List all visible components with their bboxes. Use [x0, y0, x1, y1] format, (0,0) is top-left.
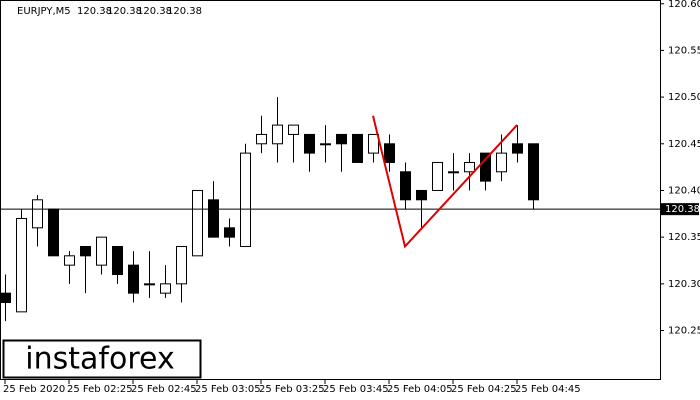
x-tick-label: 25 Feb 04:25 [451, 384, 517, 395]
candle-body [464, 161, 475, 173]
candle-body [384, 143, 395, 163]
candle-body [208, 199, 219, 238]
candle-body [368, 133, 379, 154]
candle-body [528, 143, 539, 201]
y-tick-label: 120.30 [668, 279, 700, 290]
candle-body [432, 161, 443, 191]
header-value: 120.38 [107, 6, 142, 17]
candle-body [320, 143, 331, 146]
y-tick-label: 120.25 [668, 326, 700, 337]
y-tick-label: 120.35 [668, 232, 700, 243]
candle-body [352, 133, 363, 163]
candle-body [48, 208, 59, 257]
header-value: 120.38 [77, 6, 112, 17]
candle-body [176, 245, 187, 285]
x-tick-label: 25 Feb 2020 [3, 384, 65, 395]
candle-body [32, 199, 43, 229]
y-tick-label: 120.40 [668, 185, 700, 196]
y-tick-label: 120.45 [668, 139, 700, 150]
y-tick-label: 120.50 [668, 92, 700, 103]
x-tick-label: 25 Feb 03:25 [259, 384, 325, 395]
candle-body [240, 152, 251, 247]
x-tick-label: 25 Feb 04:05 [387, 384, 453, 395]
candle-body [416, 189, 427, 201]
plot-frame [0, 0, 661, 380]
candle-body [448, 171, 459, 174]
candle-body [16, 217, 27, 313]
candle-body [128, 264, 139, 294]
candle-body [224, 227, 235, 238]
header-value: 120.38 [167, 6, 202, 17]
x-tick-label: 25 Feb 02:45 [131, 384, 197, 395]
x-tick-label: 25 Feb 03:45 [323, 384, 389, 395]
candle-body [304, 133, 315, 154]
candle-body [160, 283, 171, 294]
x-tick-label: 25 Feb 02:25 [67, 384, 133, 395]
candle-body [288, 124, 299, 135]
header-value: 120.38 [137, 6, 172, 17]
watermark-box [2, 339, 202, 379]
x-tick-label: 25 Feb 03:05 [195, 384, 261, 395]
watermark: instaforex [25, 342, 174, 377]
last-price-box [661, 203, 699, 216]
symbol: EURJPY,M5 [17, 6, 71, 17]
x-tick-label: 25 Feb 04:45 [515, 384, 581, 395]
candle-body [96, 236, 107, 266]
last-price-label: 120.38 [665, 204, 700, 215]
candle-body [256, 133, 267, 145]
candle-body [400, 171, 411, 201]
candle-body [144, 283, 155, 286]
candle-body [64, 255, 75, 266]
candle-body [80, 245, 91, 257]
candle-body [512, 143, 523, 154]
candle-body [0, 292, 11, 304]
y-tick-label: 120.55 [668, 45, 700, 56]
candle-body [272, 124, 283, 145]
candle-body [336, 133, 347, 145]
candle-body [112, 245, 123, 275]
y-tick-label: 120.60 [668, 0, 700, 10]
candle-body [496, 152, 507, 173]
candle-body [480, 152, 491, 182]
pattern-line [372, 115, 518, 249]
candle-body [192, 189, 203, 257]
